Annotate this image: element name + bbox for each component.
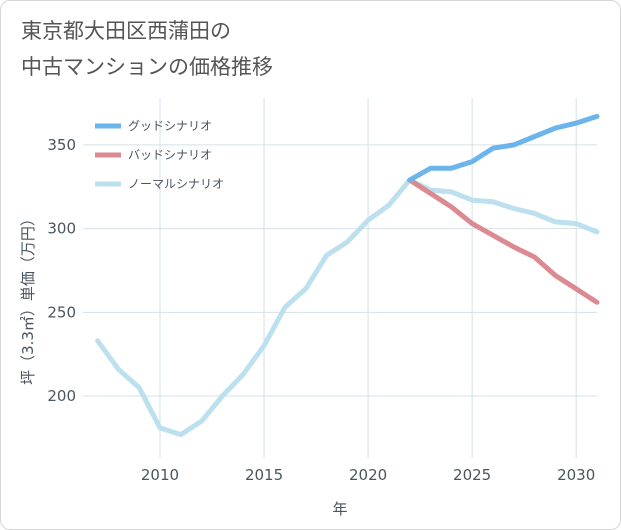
x-tick-label: 2020 (349, 466, 387, 484)
series-line-good (407, 113, 600, 183)
x-axis-ticks: 2010 2015 2020 2025 2030 (141, 466, 595, 484)
y-tick-label: 350 (47, 136, 76, 154)
legend-label-normal: ノーマルシナリオ (128, 177, 224, 191)
legend-label-good: グッドシナリオ (128, 119, 212, 133)
y-axis-label: 坪（3.3㎡）単価（万円） (19, 211, 37, 385)
series-line-normal (95, 177, 600, 438)
legend-label-bad: バッドシナリオ (128, 148, 212, 162)
y-tick-label: 250 (47, 303, 76, 321)
x-tick-label: 2030 (557, 466, 595, 484)
y-axis-ticks: 200 250 300 350 (47, 136, 76, 405)
x-tick-label: 2025 (453, 466, 491, 484)
x-tick-label: 2015 (245, 466, 283, 484)
x-axis-label: 年 (332, 500, 347, 518)
chart-title-line-2: 中古マンションの価格推移 (21, 55, 273, 79)
series-line-bad (407, 177, 600, 305)
series-lines (95, 113, 600, 438)
grid-lines (83, 98, 597, 458)
chart-title: 東京都大田区西蒲田の 中古マンションの価格推移 (21, 13, 441, 85)
x-tick-label: 2010 (141, 466, 179, 484)
y-tick-label: 300 (47, 220, 76, 238)
chart-title-line-1: 東京都大田区西蒲田の (21, 19, 231, 43)
y-tick-label: 200 (47, 387, 76, 405)
